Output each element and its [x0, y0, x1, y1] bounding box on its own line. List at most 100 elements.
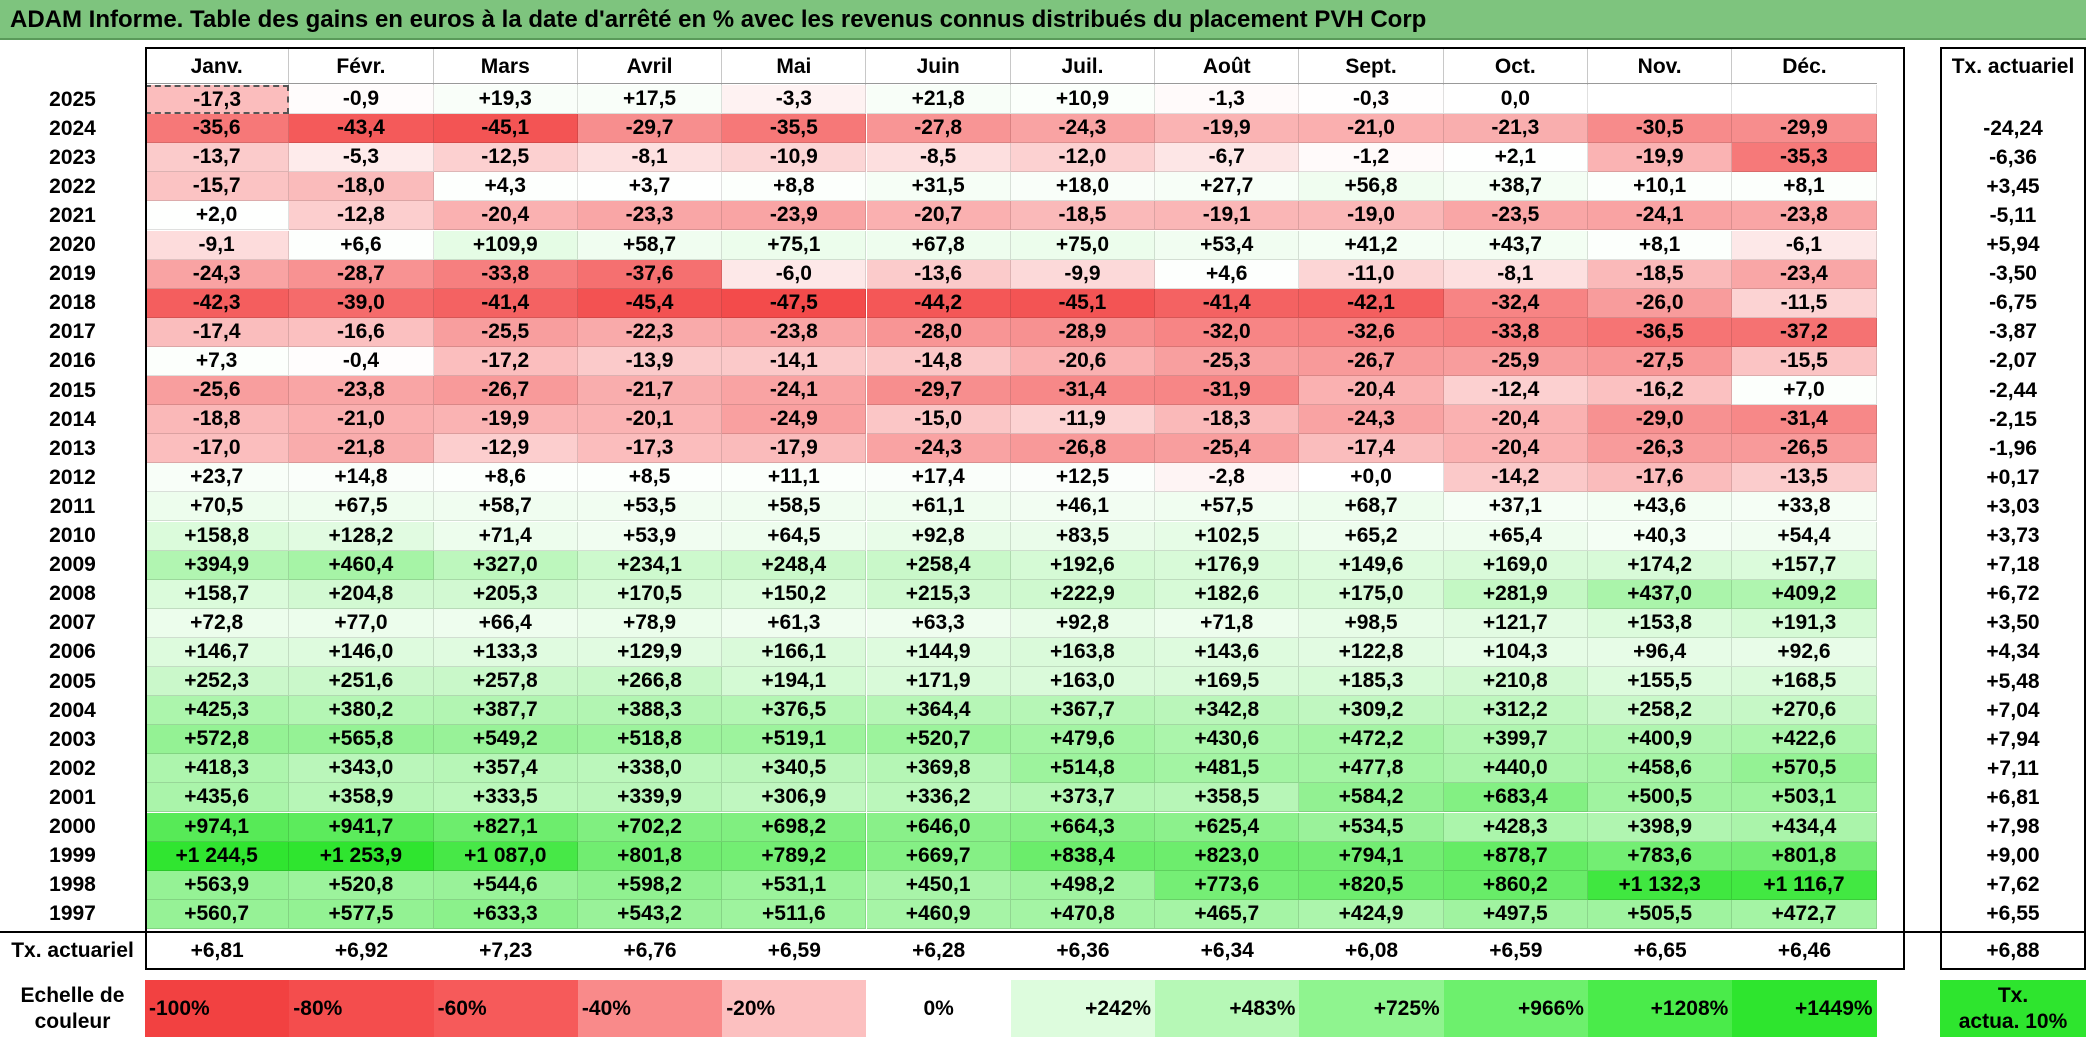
- year-label: 2013: [49, 436, 96, 460]
- gain-cell: -8,5: [866, 143, 1011, 173]
- row-rate: -5,11: [1989, 203, 2037, 227]
- target-line2: actua. 10%: [1958, 1009, 2068, 1033]
- gain-cell: [1732, 85, 1877, 115]
- gain-cell: +170,5: [577, 579, 723, 609]
- gain-cell: +497,5: [1443, 899, 1588, 929]
- gain-cell: +153,8: [1588, 608, 1733, 638]
- row-rate: +7,94: [1986, 727, 2040, 751]
- gain-cell: +376,5: [722, 696, 867, 726]
- gain-cell: +358,5: [1155, 783, 1300, 813]
- row-rate: +4,34: [1986, 640, 2040, 664]
- gain-cell: +498,2: [1010, 870, 1156, 900]
- gain-cell: -35,6: [145, 114, 290, 144]
- gain-cell: -20,1: [577, 405, 723, 435]
- year-label: 2014: [49, 407, 96, 431]
- month-header: Avril: [578, 49, 723, 85]
- gain-cell: +65,4: [1443, 521, 1588, 551]
- gain-cell: +2,0: [145, 201, 290, 231]
- month-header: Mai: [722, 49, 867, 85]
- gain-cell: -16,2: [1588, 376, 1733, 406]
- row-rate: +7,04: [1986, 698, 2040, 722]
- gain-cell: +418,3: [145, 754, 290, 784]
- gain-cell: -23,9: [722, 201, 867, 231]
- gain-cell: -23,8: [1732, 201, 1877, 231]
- gain-cell: +257,8: [433, 667, 578, 697]
- footer-rate: +6,59: [1489, 938, 1543, 962]
- gain-cell: +773,6: [1155, 870, 1300, 900]
- gain-cell: -43,4: [289, 114, 434, 144]
- gain-cell: +92,6: [1732, 637, 1877, 667]
- gain-cell: +1 116,7: [1732, 870, 1877, 900]
- gain-cell: -28,7: [289, 259, 434, 289]
- gain-cell: +163,0: [1010, 667, 1156, 697]
- gain-cell: -31,9: [1155, 376, 1300, 406]
- gain-cell: +500,5: [1588, 783, 1733, 813]
- gain-cell: +577,5: [289, 899, 434, 929]
- gain-cell: -20,6: [1010, 346, 1156, 376]
- gain-cell: -12,0: [1010, 143, 1156, 173]
- gain-cell: +185,3: [1299, 667, 1444, 697]
- gain-cell: +422,6: [1732, 725, 1877, 755]
- gain-cell: -27,5: [1588, 346, 1733, 376]
- scale-label-line2: couleur: [34, 1009, 111, 1033]
- gain-cell: +505,5: [1588, 899, 1733, 929]
- scale-swatch: +725%: [1299, 980, 1444, 1037]
- gain-cell: 0,0: [1443, 85, 1588, 115]
- gain-cell: +364,4: [866, 696, 1011, 726]
- gain-cell: +66,4: [433, 608, 578, 638]
- gain-cell: -17,9: [722, 434, 867, 464]
- gain-cell: -20,4: [1443, 405, 1588, 435]
- gain-cell: -32,0: [1155, 317, 1300, 347]
- gain-cell: +46,1: [1010, 492, 1156, 522]
- gain-cell: -17,4: [1299, 434, 1444, 464]
- gain-cell: +182,6: [1155, 579, 1300, 609]
- gain-cell: -25,5: [433, 317, 578, 347]
- gain-cell: -13,7: [145, 143, 290, 173]
- gain-cell: +625,4: [1155, 812, 1300, 842]
- gain-cell: -35,5: [722, 114, 867, 144]
- gain-cell: +941,7: [289, 812, 434, 842]
- gain-cell: +8,1: [1588, 230, 1733, 260]
- year-label: 2008: [49, 582, 96, 606]
- footer-rate: +6,81: [190, 938, 244, 962]
- gain-cell: +4,3: [433, 172, 578, 202]
- gain-cell: +801,8: [577, 841, 723, 871]
- scale-swatch: -40%: [577, 980, 723, 1037]
- gain-cell: +789,2: [722, 841, 867, 871]
- gain-cell: +234,1: [577, 550, 723, 580]
- gain-cell: +878,7: [1443, 841, 1588, 871]
- year-label: 2017: [49, 320, 96, 344]
- row-rate: +3,45: [1986, 174, 2040, 198]
- gain-cell: +698,2: [722, 812, 867, 842]
- gain-cell: +248,4: [722, 550, 867, 580]
- gain-cell: -19,1: [1155, 201, 1300, 231]
- gain-cell: -31,4: [1010, 376, 1156, 406]
- gain-cell: -11,0: [1299, 259, 1444, 289]
- gain-cell: -17,2: [433, 346, 578, 376]
- gain-cell: +14,8: [289, 463, 434, 493]
- gain-cell: +98,5: [1299, 608, 1444, 638]
- scale-swatch: -80%: [289, 980, 434, 1037]
- gain-cell: -28,9: [1010, 317, 1156, 347]
- gain-cell: -25,9: [1443, 346, 1588, 376]
- gain-cell: -37,2: [1732, 317, 1877, 347]
- gain-cell: -36,5: [1588, 317, 1733, 347]
- row-rate: +0,17: [1986, 465, 2040, 489]
- row-rate: [1940, 85, 2086, 114]
- gain-cell: +440,0: [1443, 754, 1588, 784]
- gain-cell: -37,6: [577, 259, 723, 289]
- gain-cell: +41,2: [1299, 230, 1444, 260]
- gain-cell: +205,3: [433, 579, 578, 609]
- gain-cell: -18,0: [289, 172, 434, 202]
- gain-cell: +388,3: [577, 696, 723, 726]
- gain-cell: +823,0: [1155, 841, 1300, 871]
- gain-cell: +0,0: [1299, 463, 1444, 493]
- row-rate: -1,96: [1989, 436, 2037, 460]
- year-label: 2025: [49, 87, 96, 111]
- footer-label: Tx. actuariel: [11, 938, 134, 962]
- gain-cell: +43,6: [1588, 492, 1733, 522]
- gain-cell: +38,7: [1443, 172, 1588, 202]
- gain-cell: +266,8: [577, 667, 723, 697]
- gain-cell: +210,8: [1443, 667, 1588, 697]
- gain-cell: +176,9: [1155, 550, 1300, 580]
